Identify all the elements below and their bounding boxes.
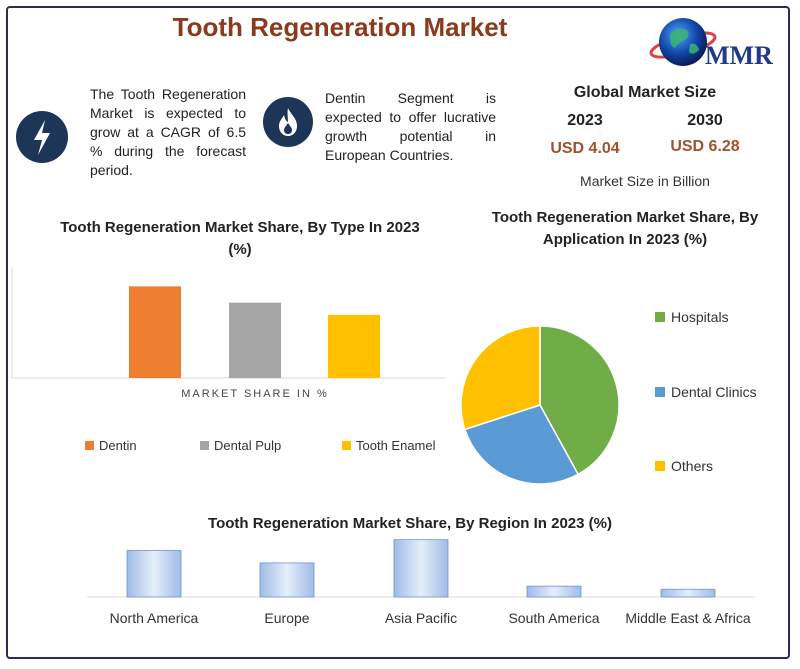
legend-dental-pulp: Dental Pulp [200,438,281,453]
legend-others: Others [655,458,713,474]
logo-text: MMR [705,41,773,70]
dentin-blurb: Dentin Segment is expected to offer lucr… [325,90,496,163]
legend-swatch-dentin [85,441,94,450]
bar-north-america [126,550,182,598]
bar-tooth-enamel [328,314,380,378]
application-chart-title: Tooth Regeneration Market Share, By Appl… [491,209,759,248]
bar-middle-east-africa [660,588,716,598]
region-label-europe: Europe [264,610,310,626]
mmr-logo: MMR [645,12,790,72]
lightning-icon [16,111,68,163]
slice-dental-clinics [463,404,580,485]
legend-dentin: Dentin [85,438,137,453]
legend-tooth-enamel: Tooth Enamel [342,438,436,453]
bar-asia-pacific [393,539,449,598]
legend-swatch-hospitals [655,312,665,322]
bar-dentin [129,286,181,378]
slice-hospitals [539,325,620,476]
region-chart-title: Tooth Regeneration Market Share, By Regi… [208,515,612,532]
market-size-unit: Market Size in Billion [580,173,710,189]
bar-europe [259,562,315,598]
type-chart-title: Tooth Regeneration Market Share, By Type… [60,219,420,258]
cagr-blurb: The Tooth Regeneration Market is expecte… [90,86,246,178]
legend-swatch-dental-pulp [200,441,209,450]
globe-icon [659,18,707,66]
legend-swatch-tooth-enamel [342,441,351,450]
bar-dental-pulp [229,302,281,378]
region-label-asia-pacific: Asia Pacific [384,610,458,626]
region-label-middle-east-africa: Middle East & Africa [625,610,751,626]
global-market-heading: Global Market Size [573,84,717,101]
legend-swatch-others [655,461,665,471]
region-label-south-america: South America [508,610,600,626]
infographic-frame [6,6,790,659]
slice-others [460,325,541,431]
year-2023: 2023 [567,112,603,129]
region-bar-chart [87,539,755,598]
value-2023: USD 4.04 [550,140,620,157]
legend-hospitals: Hospitals [655,309,729,325]
region-label-north-america: North America [109,610,199,626]
legend-swatch-dental-clinics [655,387,665,397]
application-pie-chart [460,325,620,485]
type-chart-xlabel: MARKET SHARE IN % [181,388,329,400]
year-2030: 2030 [687,112,723,129]
type-bar-chart [11,267,445,379]
page-title: Tooth Regeneration Market [172,12,508,42]
value-2030: USD 6.28 [670,138,740,155]
legend-dental-clinics: Dental Clinics [655,384,757,400]
bar-south-america [526,585,582,598]
flame-icon [263,97,313,147]
